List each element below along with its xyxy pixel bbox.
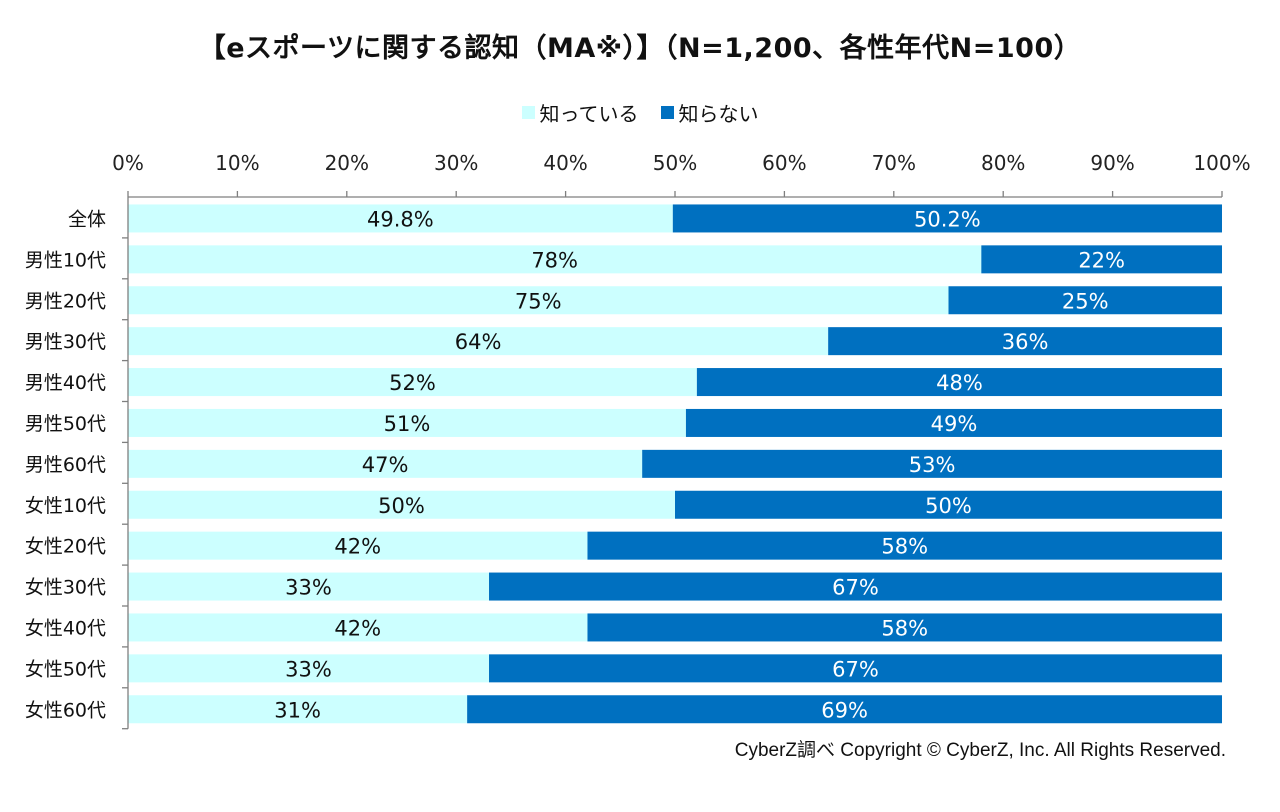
data-label-known: 33% (285, 576, 332, 600)
data-label-unknown: 67% (832, 657, 879, 681)
data-label-known: 78% (531, 248, 578, 272)
bar-known (128, 572, 490, 601)
legend-swatch-unknown (660, 106, 674, 119)
data-label-known: 50% (378, 494, 425, 518)
chart-title: 【eスポーツに関する認知（MA※）】（N=1,200、各性年代N=100） (198, 33, 1082, 64)
legend-item-known: 知っている (521, 98, 639, 127)
bar-known (128, 245, 982, 274)
bar-unknown (675, 490, 1222, 519)
category-label: 男性10代 (25, 249, 106, 271)
data-label-unknown: 22% (1078, 248, 1125, 272)
x-tick-label: 70% (872, 151, 916, 175)
data-label-known: 31% (274, 698, 321, 722)
data-label-known: 47% (362, 453, 409, 477)
bar-unknown (828, 327, 1222, 356)
data-label-unknown: 49% (931, 412, 978, 436)
category-label: 女性50代 (25, 658, 106, 680)
bar-known (128, 327, 829, 356)
bar-known (128, 204, 673, 233)
category-label: 女性40代 (25, 617, 106, 639)
bar-unknown (696, 368, 1222, 397)
data-label-unknown: 50.2% (914, 207, 981, 231)
data-label-unknown: 25% (1062, 289, 1109, 313)
data-label-known: 42% (334, 616, 381, 640)
x-tick-label: 20% (325, 151, 369, 175)
data-label-unknown: 69% (821, 698, 868, 722)
bar-unknown (642, 449, 1222, 478)
bar-unknown (948, 286, 1222, 315)
category-label: 男性20代 (25, 290, 106, 312)
data-label-known: 42% (334, 535, 381, 559)
category-label: 女性10代 (25, 495, 106, 517)
data-label-known: 75% (515, 289, 562, 313)
credit-text: CyberZ調べ Copyright © CyberZ, Inc. All Ri… (734, 740, 1226, 761)
data-label-unknown: 67% (832, 576, 879, 600)
bar-unknown (587, 613, 1222, 642)
data-label-known: 64% (455, 330, 502, 354)
category-label: 男性60代 (25, 454, 106, 476)
x-tick-label: 80% (981, 151, 1025, 175)
category-label: 女性30代 (25, 577, 106, 599)
bar-unknown (981, 245, 1222, 274)
bar-known (128, 449, 643, 478)
bar-unknown (489, 654, 1222, 683)
data-label-unknown: 36% (1002, 330, 1049, 354)
x-tick-label: 10% (215, 151, 259, 175)
data-label-known: 52% (389, 371, 436, 395)
legend-label-known: 知っている (539, 102, 639, 126)
category-label: 男性30代 (25, 331, 106, 353)
category-label: 全体 (68, 208, 106, 230)
bar-unknown (685, 408, 1222, 437)
data-label-unknown: 58% (881, 535, 928, 559)
legend-swatch-known (521, 106, 535, 119)
bar-known (128, 695, 468, 724)
bar-unknown (587, 531, 1222, 560)
x-tick-label: 40% (543, 151, 587, 175)
bar-known (128, 654, 490, 683)
x-tick-label: 0% (112, 151, 144, 175)
bar-unknown (467, 695, 1222, 724)
x-tick-label: 90% (1090, 151, 1134, 175)
bar-unknown (672, 204, 1222, 233)
data-label-unknown: 58% (881, 616, 928, 640)
data-label-unknown: 48% (936, 371, 983, 395)
category-label: 男性50代 (25, 413, 106, 435)
category-label: 女性20代 (25, 536, 106, 558)
legend-item-unknown: 知らない (660, 98, 759, 127)
bar-known (128, 368, 697, 397)
data-label-known: 33% (285, 657, 332, 681)
data-label-unknown: 53% (909, 453, 956, 477)
x-tick-label: 100% (1193, 151, 1250, 175)
x-tick-label: 50% (653, 151, 697, 175)
legend-label-unknown: 知らない (678, 102, 759, 126)
category-label: 男性40代 (25, 372, 106, 394)
bar-unknown (489, 572, 1222, 601)
data-label-unknown: 50% (925, 494, 972, 518)
legend: 知っている 知らない (0, 98, 1280, 127)
x-tick-label: 60% (762, 151, 806, 175)
bar-known (128, 490, 675, 519)
x-tick-label: 30% (434, 151, 478, 175)
data-label-known: 51% (384, 412, 431, 436)
bar-known (128, 408, 686, 437)
bar-known (128, 613, 588, 642)
bar-known (128, 531, 588, 560)
bar-known (128, 286, 949, 315)
data-label-known: 49.8% (367, 207, 434, 231)
category-label: 女性60代 (25, 699, 106, 721)
